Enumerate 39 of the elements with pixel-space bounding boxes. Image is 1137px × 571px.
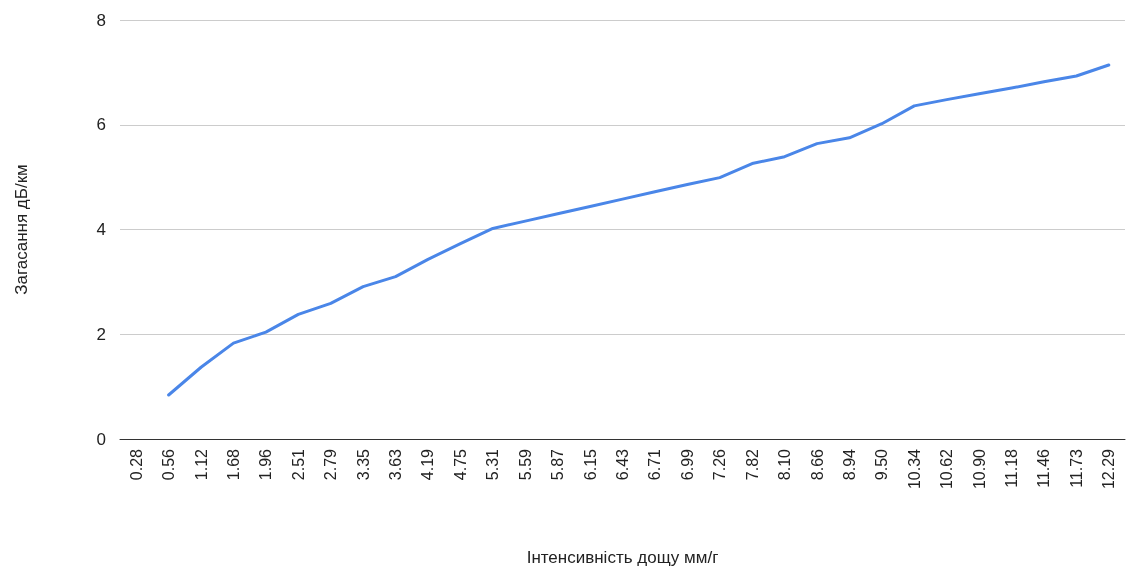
- x-tick-label: 11.46: [1035, 448, 1053, 488]
- x-tick-label: 6.71: [646, 448, 664, 481]
- y-tick-label: 4: [96, 220, 106, 239]
- x-tick-label: 3.35: [354, 448, 372, 481]
- y-tick-label: 0: [96, 429, 106, 449]
- x-tick-label: 1.96: [257, 448, 275, 481]
- x-tick-label: 11.18: [1003, 448, 1021, 488]
- y-tick-label: 2: [96, 324, 106, 344]
- x-tick-label: 2.51: [289, 448, 307, 481]
- x-tick-label: 7.26: [711, 448, 729, 481]
- x-tick-label: 4.19: [419, 448, 437, 481]
- x-tick-label: 9.50: [873, 448, 891, 481]
- y-axis-title: Загасання дБ/км: [12, 164, 31, 295]
- x-tick-label: 10.90: [970, 448, 988, 490]
- x-tick-label: 0.56: [160, 448, 178, 481]
- x-tick-label: 10.34: [905, 448, 923, 490]
- x-tick-label: 0.28: [127, 448, 145, 481]
- x-tick-label: 2.79: [322, 448, 340, 481]
- x-tick-label: 6.43: [614, 448, 631, 481]
- line-series: [167, 63, 1111, 397]
- x-tick-label: 6.99: [678, 448, 696, 481]
- y-tick-label: 6: [96, 115, 106, 135]
- x-tick-label: 4.75: [451, 448, 469, 481]
- x-tick-label: 5.59: [516, 448, 534, 481]
- x-tick-label: 8.94: [840, 448, 858, 481]
- x-tick-label: 5.31: [484, 448, 502, 481]
- x-tick-label: 7.82: [743, 448, 761, 481]
- x-tick-label: 3.63: [387, 448, 405, 481]
- x-tick-label: 8.66: [808, 448, 826, 481]
- x-tick-label: 10.62: [938, 448, 956, 490]
- x-tick-label: 11.73: [1067, 448, 1085, 488]
- x-tick-label: 5.87: [549, 448, 567, 481]
- x-tick-label: 6.15: [581, 448, 599, 481]
- x-tick-label: 1.12: [192, 448, 210, 481]
- x-tick-label: 12.29: [1100, 448, 1118, 490]
- y-tick-label: 8: [96, 10, 106, 30]
- x-tick-label: 8.10: [776, 448, 794, 481]
- x-tick-label: 1.68: [224, 448, 242, 481]
- x-axis-title: Інтенсивність дощу мм/г: [526, 548, 719, 567]
